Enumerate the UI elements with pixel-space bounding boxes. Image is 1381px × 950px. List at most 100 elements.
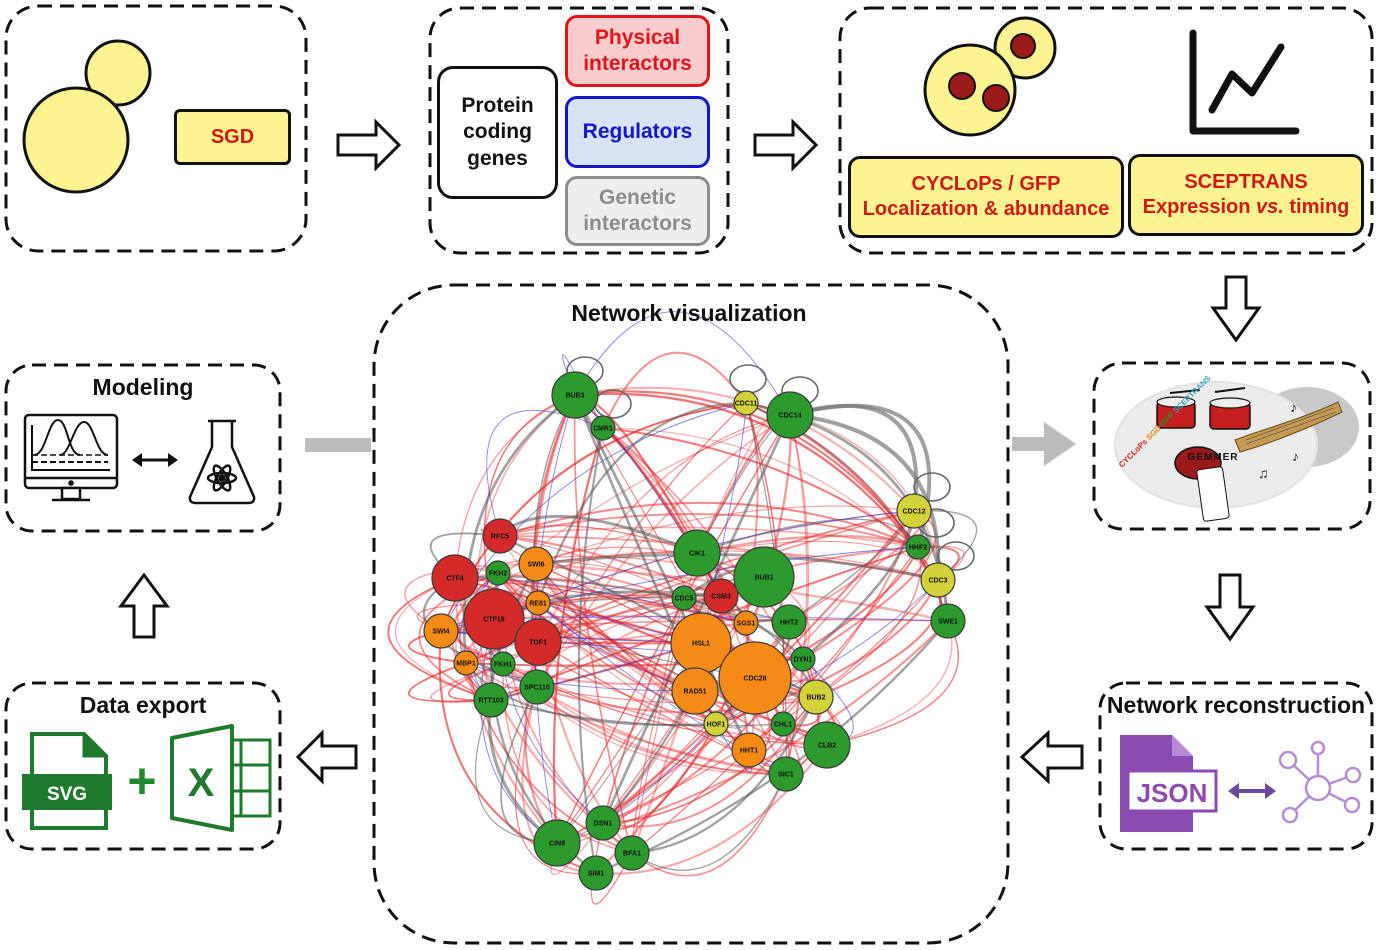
arrow-left-2 — [295, 729, 358, 785]
gene-node-cin8[interactable]: CIN8 — [533, 819, 581, 867]
gene-node-bub1[interactable]: BUB1 — [733, 546, 795, 608]
gene-node-circle — [585, 805, 621, 841]
gene-node-label: SWI6 — [527, 562, 544, 569]
gene-node-circle — [473, 682, 509, 718]
gene-node-circle — [733, 390, 759, 416]
gene-node-cdc14[interactable]: CDC14 — [766, 391, 814, 439]
gene-node-bfa1[interactable]: BFA1 — [614, 835, 650, 871]
gene-node-mbp1[interactable]: MBP1 — [453, 650, 479, 676]
physical-edge — [574, 394, 787, 775]
gene-node-cdc11[interactable]: CDC11 — [733, 390, 759, 416]
regulatory-edge — [493, 616, 949, 622]
gene-node-circle — [485, 560, 511, 586]
gene-node-circle — [578, 855, 614, 891]
gene-node-dyn1[interactable]: DYN1 — [790, 646, 816, 672]
gene-node-sim1[interactable]: SIM1 — [578, 855, 614, 891]
gene-node-cdc28[interactable]: CDC28 — [718, 641, 792, 715]
gene-node-cdc5[interactable]: CDC5 — [671, 585, 697, 611]
gene-node-circle — [431, 554, 479, 602]
gene-node-label: FKH1 — [494, 662, 512, 669]
physical-edge — [574, 390, 919, 548]
gene-node-circle — [533, 819, 581, 867]
sgd-panel — [4, 4, 308, 253]
svg-label: SVG — [47, 784, 87, 805]
physical-edge — [535, 546, 765, 578]
gene-node-label: BUB1 — [754, 575, 773, 582]
gene-node-circle — [790, 646, 816, 672]
gene-node-sic1[interactable]: SIC1 — [768, 756, 804, 792]
physical-edge — [514, 686, 597, 875]
regulatory-edge — [537, 602, 696, 692]
music-note-icon: ♪ — [1292, 448, 1299, 464]
gene-node-cmr1[interactable]: CMR1 — [590, 415, 616, 441]
gene-node-cdc3[interactable]: CDC3 — [920, 562, 956, 598]
genetic-edge — [913, 509, 978, 581]
gene-node-swe1[interactable]: SWE1 — [930, 603, 966, 639]
gene-node-circle — [490, 651, 516, 677]
gene-node-bub2[interactable]: BUB2 — [798, 679, 834, 715]
sceptrans-box: SCEPTRANS Expression vs. timing — [1128, 154, 1364, 236]
physical-interactors-label: Physical interactors — [583, 25, 692, 75]
gemmer-logo: GEMMER CYCLoPs SGD GFP SCEPTRANS ♪ ♪ ♫ — [1114, 373, 1359, 522]
line-chart-icon — [1189, 29, 1300, 135]
protein-coding-label: Protein coding genes — [461, 94, 534, 170]
gene-node-circle — [703, 578, 739, 614]
genetic-edge — [696, 414, 791, 554]
regulatory-edge — [574, 311, 791, 416]
gene-node-rad51[interactable]: RAD51 — [671, 667, 719, 715]
gray-connector — [305, 438, 371, 452]
gene-node-label: RAD51 — [684, 689, 707, 696]
gene-node-csm3[interactable]: CSM3 — [703, 578, 739, 614]
sceptrans-title: SCEPTRANS — [1184, 171, 1308, 193]
gene-node-circle — [514, 618, 562, 666]
svg-file-icon: SVG — [22, 732, 112, 830]
excel-icon: X — [170, 724, 272, 832]
gene-node-label: BUB2 — [806, 695, 825, 702]
gene-node-rtt103[interactable]: RTT103 — [473, 682, 509, 718]
gene-node-swi4[interactable]: SWI4 — [423, 613, 459, 649]
gene-node-re81[interactable]: RE81 — [525, 590, 551, 616]
gene-node-hht1[interactable]: HHT1 — [731, 732, 767, 768]
gene-node-label: DYN1 — [794, 657, 813, 664]
gene-node-circle — [733, 546, 795, 608]
json-file-icon: JSON — [1120, 735, 1218, 832]
regulators-box: Regulators — [565, 96, 710, 168]
gene-node-circle — [798, 679, 834, 715]
gene-node-fkh2[interactable]: FKH2 — [485, 560, 511, 586]
cyclops-subtitle: Localization & abundance — [862, 198, 1110, 220]
gene-node-bub3[interactable]: BUB3 — [551, 371, 599, 419]
gene-node-fkh1[interactable]: FKH1 — [490, 651, 516, 677]
gene-node-rfc5[interactable]: RFC5 — [482, 518, 518, 554]
gene-node-label: FKH2 — [489, 571, 507, 578]
gene-node-cdc12[interactable]: CDC12 — [896, 493, 932, 529]
gene-node-label: CTF18 — [483, 617, 505, 624]
gene-node-hof1[interactable]: HOF1 — [703, 711, 729, 737]
network-graph-icon — [1278, 740, 1362, 824]
gene-node-cik1[interactable]: CIK1 — [673, 529, 721, 577]
physical-edge — [440, 630, 828, 746]
physical-edge — [826, 620, 953, 746]
gene-node-clb2[interactable]: CLB2 — [803, 721, 851, 769]
gene-node-hhf2[interactable]: HHF2 — [905, 534, 931, 560]
gene-node-circle — [703, 711, 729, 737]
gene-node-dsn1[interactable]: DSN1 — [585, 805, 621, 841]
arrow-up-1 — [118, 572, 170, 639]
gene-node-tof1[interactable]: TOF1 — [514, 618, 562, 666]
gene-node-spc110[interactable]: SPC110 — [519, 669, 555, 705]
gene-node-chl1[interactable]: CHL1 — [770, 711, 796, 737]
gene-node-sgs1[interactable]: SGS1 — [733, 610, 759, 636]
music-note-icon: ♪ — [1290, 399, 1297, 415]
gene-node-label: SIM1 — [588, 871, 604, 878]
sceptrans-subtitle: Expression vs. timing — [1143, 195, 1350, 220]
gene-node-label: HHF2 — [909, 545, 927, 552]
gene-node-swi6[interactable]: SWI6 — [518, 546, 554, 582]
gene-node-ctf4[interactable]: CTF4 — [431, 554, 479, 602]
gene-node-hht2[interactable]: HHT2 — [771, 604, 807, 640]
genetic-edge — [631, 773, 787, 871]
gray-arrow — [1012, 422, 1076, 466]
arrow-right-1 — [336, 118, 402, 172]
gene-node-circle — [768, 756, 804, 792]
network-reconstruction-title: Network reconstruction — [1106, 692, 1366, 718]
gene-node-ctf18[interactable]: CTF18 — [463, 588, 525, 650]
physical-edge — [497, 561, 722, 597]
